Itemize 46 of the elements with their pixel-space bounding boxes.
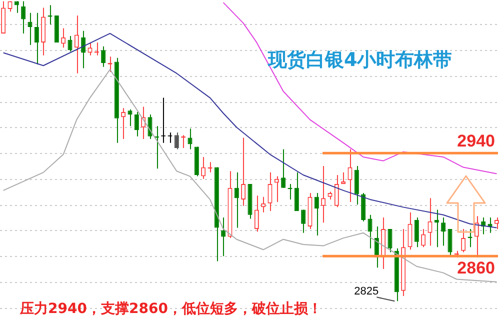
ref-line-label: 2940 xyxy=(457,131,495,150)
candlestick xyxy=(428,198,432,246)
candlestick xyxy=(414,216,419,248)
candlestick xyxy=(68,36,72,52)
candlestick xyxy=(34,12,39,65)
candlestick xyxy=(121,108,126,140)
candlestick xyxy=(128,108,132,127)
candlestick xyxy=(421,228,426,248)
candlestick xyxy=(281,148,286,188)
candlestick xyxy=(188,128,192,150)
candlestick xyxy=(41,7,46,56)
candlestick xyxy=(314,192,319,236)
candlestick xyxy=(201,156,206,180)
candlestick xyxy=(241,137,246,206)
candlestick xyxy=(301,209,306,234)
ref-line-label: 2860 xyxy=(457,258,495,278)
candlestick xyxy=(28,12,32,46)
candlestick xyxy=(408,212,412,250)
candlestick xyxy=(174,132,179,150)
candlestick xyxy=(354,166,359,206)
candlestick xyxy=(368,214,372,249)
annotation: 压力2940，支撑2860，低位短多，破位止损！ xyxy=(20,300,322,318)
candlestick xyxy=(134,111,139,137)
candlestick xyxy=(361,192,366,222)
candlestick xyxy=(488,216,492,234)
candlestick xyxy=(461,228,466,253)
candlestick xyxy=(61,28,66,48)
candlestick xyxy=(441,216,446,246)
candlestick xyxy=(254,195,259,232)
candlestick xyxy=(334,174,339,208)
candlestick xyxy=(348,148,352,203)
candlestick xyxy=(101,46,106,68)
candlestick xyxy=(474,216,479,258)
candlestick xyxy=(88,42,92,56)
candlestick xyxy=(221,216,226,257)
candlestick xyxy=(74,14,79,74)
annotation: 2825 xyxy=(354,286,379,298)
candlestick xyxy=(268,172,272,212)
candlestick xyxy=(448,228,452,257)
text: 现货白银4小时布林带 xyxy=(268,48,452,73)
candlestick xyxy=(234,172,239,228)
candlestick xyxy=(81,30,86,69)
candlestick xyxy=(388,228,392,253)
candlestick xyxy=(321,166,326,224)
candlestick xyxy=(294,172,299,212)
candlestick xyxy=(21,0,26,34)
